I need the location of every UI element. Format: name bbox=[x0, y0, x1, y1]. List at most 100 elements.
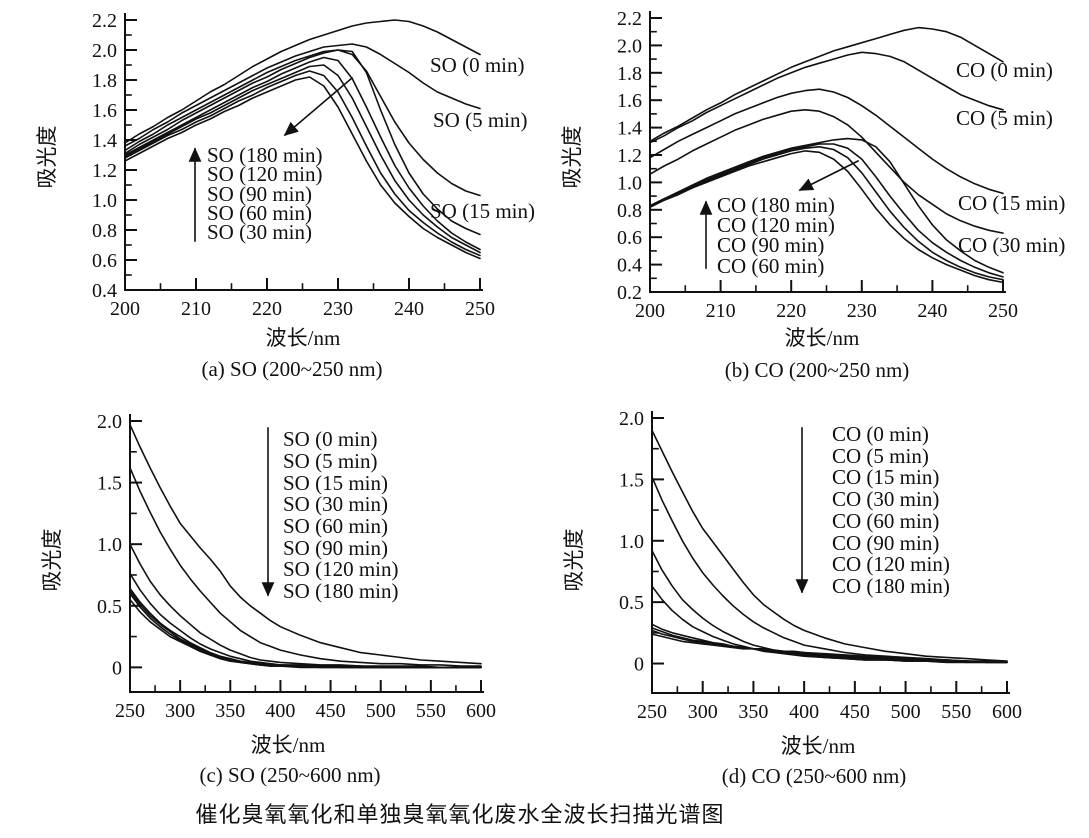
legend-label-so-180-min: SO (180 min) bbox=[207, 143, 323, 167]
y-tick-label: 1.6 bbox=[92, 100, 117, 122]
y-axis-title: 吸光度 bbox=[35, 126, 59, 189]
x-tick-label: 200 bbox=[635, 300, 665, 322]
legend-label-co-60-min: CO (60 min) bbox=[717, 254, 824, 278]
series-co-30-min bbox=[651, 585, 1008, 664]
series-co-180-min bbox=[651, 633, 1008, 664]
legend-label-so-120-min: SO (120 min) bbox=[207, 162, 323, 186]
series-so-0-min bbox=[124, 19, 481, 144]
x-tick-label: 250 bbox=[115, 700, 145, 722]
y-tick-label: 0.6 bbox=[617, 227, 642, 249]
curve-label-so-5-min: SO (5 min) bbox=[433, 108, 528, 132]
y-tick-label: 0.4 bbox=[617, 255, 642, 277]
legend-label-co-0-min: CO (0 min) bbox=[832, 422, 929, 446]
y-tick-label: 0 bbox=[634, 654, 644, 676]
panel-a: 0.4 0.6 0.8 1.0 1.2 1.4 1.6 1.8 2.0 2.2 200 210 220 2… bbox=[35, 10, 535, 381]
y-tick-label: 2.0 bbox=[617, 35, 642, 57]
x-tick-label: 350 bbox=[215, 700, 245, 722]
curve-label-co-0-min: CO (0 min) bbox=[956, 58, 1053, 82]
series-co-30-min bbox=[649, 109, 1004, 234]
panel-d: 0 0.5 1.0 1.5 2.0 250 300 350 400 450 500 550 600 CO … bbox=[562, 408, 1022, 788]
spectra-charts-canvas: 0.4 0.6 0.8 1.0 1.2 1.4 1.6 1.8 2.0 2.2 200 210 220 2… bbox=[35, 8, 1065, 788]
series-co-0-min bbox=[649, 26, 1004, 143]
legend-label-so-30-min: SO (30 min) bbox=[283, 492, 388, 516]
legend-label-co-90-min: CO (90 min) bbox=[717, 233, 824, 257]
legend-label-so-60-min: SO (60 min) bbox=[207, 201, 312, 225]
series-so-180-min bbox=[129, 598, 482, 669]
x-axis-title: 波长/nm bbox=[785, 326, 860, 350]
y-tick-label: 1.2 bbox=[617, 145, 642, 167]
series-co-15-min bbox=[651, 549, 1008, 664]
curve-label-so-0-min: SO (0 min) bbox=[430, 53, 525, 77]
panel-caption: (b) CO (200~250 nm) bbox=[725, 358, 910, 382]
series-so-5-min bbox=[129, 466, 482, 667]
y-tick-label: 2.0 bbox=[92, 40, 117, 62]
panel-c: 0 0.5 1.0 1.5 2.0 250 300 350 400 450 500 550 600 SO … bbox=[40, 411, 496, 787]
x-tick-label: 600 bbox=[992, 701, 1022, 723]
x-tick-label: 230 bbox=[323, 298, 353, 320]
y-tick-label: 2.0 bbox=[97, 411, 122, 433]
x-tick-label: 240 bbox=[917, 300, 947, 322]
x-tick-label: 300 bbox=[165, 700, 195, 722]
legend-label-so-15-min: SO (15 min) bbox=[283, 471, 388, 495]
legend-label-co-120-min: CO (120 min) bbox=[832, 552, 950, 576]
x-tick-label: 500 bbox=[891, 701, 921, 723]
x-tick-label: 210 bbox=[181, 298, 211, 320]
x-tick-label: 300 bbox=[688, 701, 718, 723]
y-tick-label: 0.6 bbox=[92, 250, 117, 272]
x-tick-label: 400 bbox=[265, 700, 295, 722]
x-tick-label: 350 bbox=[738, 701, 768, 723]
panel-caption: (d) CO (250~600 nm) bbox=[722, 764, 907, 788]
legend-label-so-5-min: SO (5 min) bbox=[283, 449, 378, 473]
y-tick-label: 1.4 bbox=[617, 118, 642, 140]
legend-label-co-15-min: CO (15 min) bbox=[832, 465, 939, 489]
x-tick-label: 400 bbox=[789, 701, 819, 723]
x-tick-label: 250 bbox=[465, 298, 495, 320]
y-tick-label: 1.0 bbox=[97, 534, 122, 556]
pointer-arrow-icon bbox=[798, 159, 860, 192]
y-tick-label: 0.2 bbox=[617, 282, 642, 304]
series-so-0-min bbox=[129, 423, 482, 665]
legend-label-so-90-min: SO (90 min) bbox=[207, 182, 312, 206]
series-so-180-min bbox=[124, 76, 481, 260]
legend-label-co-120-min: CO (120 min) bbox=[717, 213, 835, 237]
legend-label-so-180-min: SO (180 min) bbox=[283, 579, 399, 603]
legend-label-so-60-min: SO (60 min) bbox=[283, 514, 388, 538]
pointer-arrow-icon bbox=[283, 76, 354, 137]
y-axis-title: 吸光度 bbox=[562, 529, 586, 592]
y-tick-label: 1.6 bbox=[617, 90, 642, 112]
series-co-120-min bbox=[649, 146, 1004, 281]
series-so-15-min bbox=[129, 543, 482, 669]
y-tick-label: 1.5 bbox=[619, 469, 644, 491]
y-tick-label: 1.0 bbox=[92, 190, 117, 212]
y-tick-label: 2.2 bbox=[617, 8, 642, 30]
legend-label-co-180-min: CO (180 min) bbox=[717, 193, 835, 217]
y-tick-label: 1.4 bbox=[92, 130, 117, 152]
series-so-60-min bbox=[124, 56, 481, 251]
x-tick-label: 230 bbox=[847, 300, 877, 322]
x-tick-label: 250 bbox=[988, 300, 1018, 322]
y-tick-label: 0.5 bbox=[619, 592, 644, 614]
x-axis-title: 波长/nm bbox=[781, 734, 856, 758]
legend-label-co-180-min: CO (180 min) bbox=[832, 574, 950, 598]
y-tick-label: 0 bbox=[112, 657, 122, 679]
x-tick-label: 600 bbox=[466, 700, 496, 722]
series-so-5-min bbox=[124, 43, 481, 147]
panel-caption: (a) SO (200~250 nm) bbox=[201, 357, 382, 381]
series-co-5-min bbox=[649, 51, 1004, 144]
legend-label-so-30-min: SO (30 min) bbox=[207, 220, 312, 244]
y-tick-label: 0.8 bbox=[617, 200, 642, 222]
figure-caption: 催化臭氧氧化和单独臭氧氧化废水全波长扫描光谱图 bbox=[195, 802, 725, 827]
x-tick-label: 550 bbox=[416, 700, 446, 722]
x-tick-label: 210 bbox=[706, 300, 736, 322]
x-tick-label: 500 bbox=[366, 700, 396, 722]
legend-label-co-30-min: CO (30 min) bbox=[832, 487, 939, 511]
series-co-5-min bbox=[651, 476, 1008, 664]
series-co-180-min bbox=[649, 150, 1004, 284]
series-co-15-min bbox=[649, 88, 1004, 195]
x-tick-label: 450 bbox=[316, 700, 346, 722]
y-tick-label: 1.0 bbox=[619, 531, 644, 553]
y-tick-label: 0.5 bbox=[97, 596, 122, 618]
series-so-120-min bbox=[124, 70, 481, 257]
legend-label-co-60-min: CO (60 min) bbox=[832, 509, 939, 533]
